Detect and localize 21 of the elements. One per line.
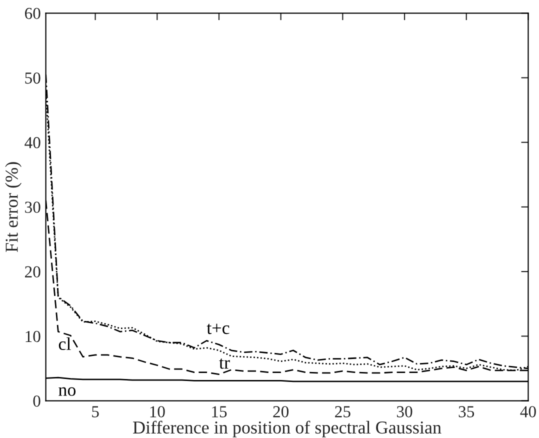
x-tick-label: 30 <box>396 406 412 418</box>
x-tick-label: 15 <box>212 406 227 418</box>
y-tick-label: 0 <box>33 395 40 407</box>
x-tick-label: 25 <box>335 406 350 418</box>
x-tick-label: 20 <box>273 406 289 418</box>
series-label: no <box>58 387 76 396</box>
series-label: cl <box>58 337 71 350</box>
y-axis-title: Fit error (%) <box>5 162 22 252</box>
series-label: tr <box>219 358 230 369</box>
y-tick-label: 10 <box>26 330 40 342</box>
x-axis-title: Difference in position of spectral Gaussian <box>133 420 442 438</box>
x-tick-label: 35 <box>458 406 474 418</box>
x-tick-label: 5 <box>92 406 99 418</box>
y-tick-label: 60 <box>25 8 40 20</box>
y-tick-label: 40 <box>24 137 40 148</box>
series-label: t+c <box>206 324 230 334</box>
x-tick-label: 10 <box>150 406 165 418</box>
y-tick-label: 20 <box>25 266 40 278</box>
y-tick-label: 30 <box>25 202 40 213</box>
y-tick-label: 50 <box>25 72 40 84</box>
x-tick-label: 40 <box>520 406 536 418</box>
